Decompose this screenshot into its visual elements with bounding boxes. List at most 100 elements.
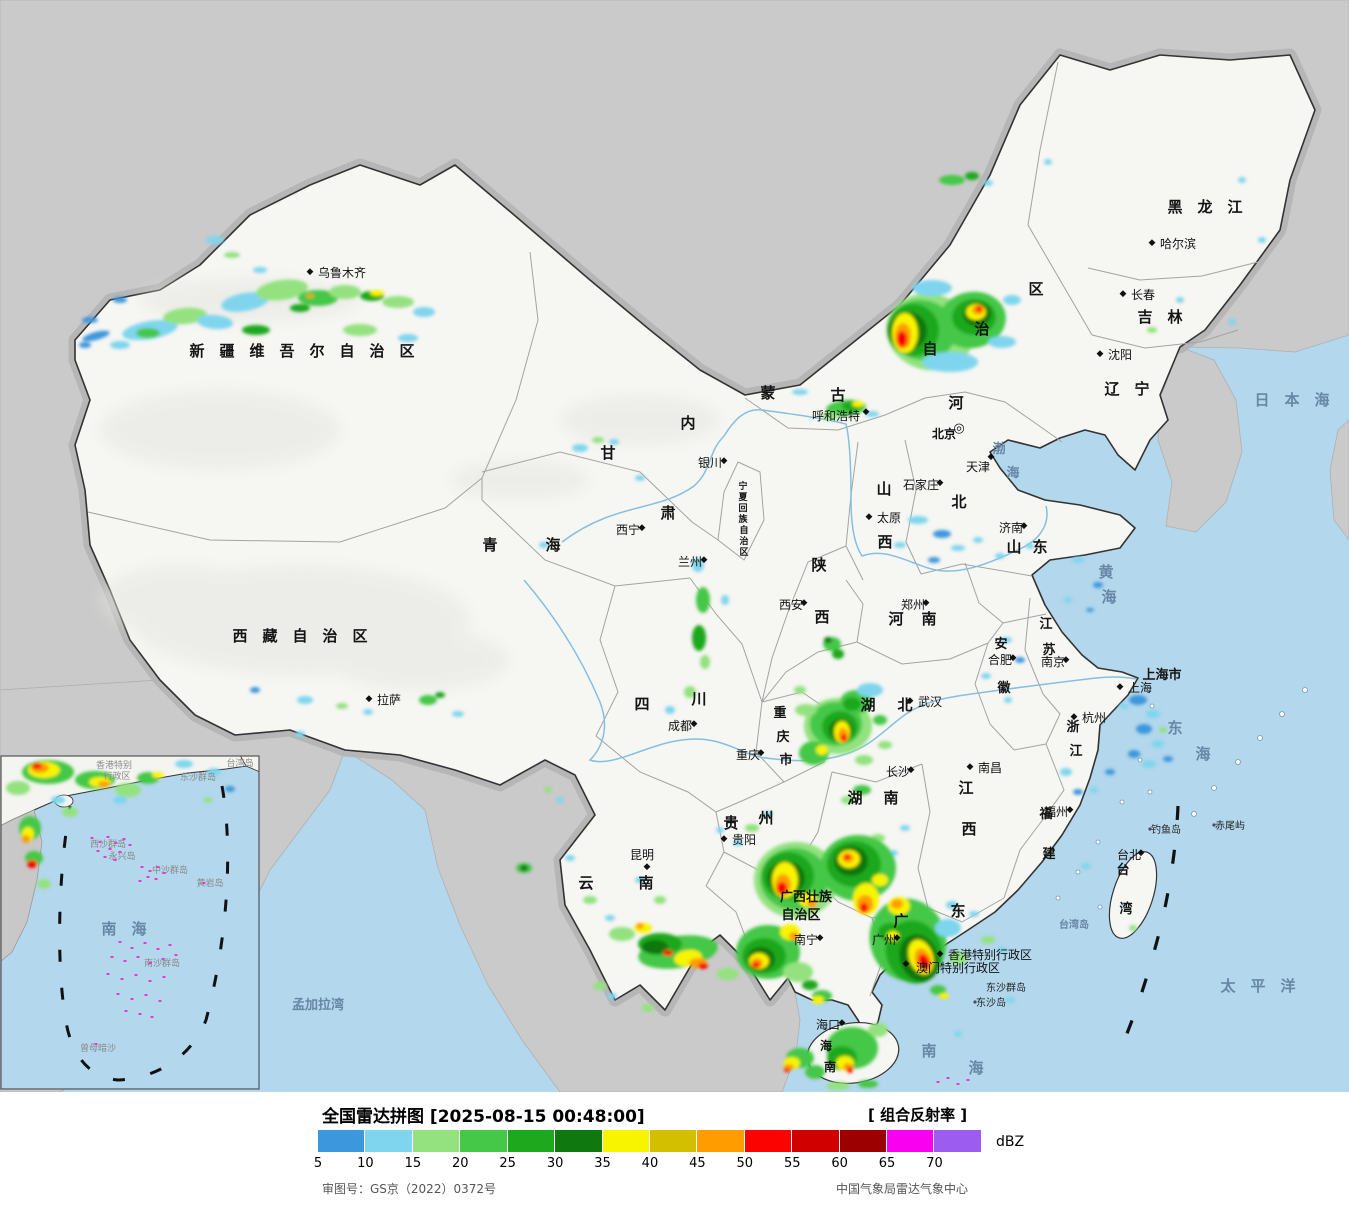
radar-echo — [37, 879, 51, 889]
city-label: 太原 — [877, 510, 901, 525]
radar-echo — [752, 962, 760, 968]
inset-frame — [0, 755, 260, 1090]
island-reef-mark — [148, 980, 152, 982]
legend-dbz-value: 70 — [926, 1156, 943, 1171]
island-reef-mark — [110, 956, 114, 958]
city-label: 上海 — [1128, 680, 1152, 695]
island-reef-mark — [123, 960, 127, 962]
rivers — [523, 409, 1137, 763]
legend-dbz-value: 10 — [357, 1156, 374, 1171]
legend-color-65: 65 — [879, 1130, 934, 1171]
island-reef-mark — [140, 866, 144, 868]
radar-echo — [908, 516, 928, 524]
city-label: 长沙 — [886, 765, 910, 779]
legend-dbz-value: 50 — [736, 1156, 754, 1171]
province-label: 自治区 — [781, 907, 820, 923]
radar-echo — [370, 290, 384, 296]
radar-echo — [946, 901, 958, 909]
radar-echo — [997, 947, 1007, 953]
radar-echo — [98, 781, 110, 787]
radar-echo — [826, 1082, 850, 1090]
island-reef-mark — [156, 948, 160, 950]
radar-echo — [113, 796, 127, 804]
city-label: 西安 — [779, 597, 803, 612]
province-label: 上海市 — [1142, 667, 1181, 683]
province-label: 辽 宁 — [1104, 380, 1149, 398]
radar-echo — [973, 537, 983, 543]
radar-echo — [1000, 637, 1012, 643]
city-marker: ◆ — [701, 555, 708, 565]
radar-echo — [663, 950, 673, 956]
radar-echo — [253, 267, 267, 273]
radar-echo — [794, 686, 806, 694]
city-marker: ◆ — [644, 862, 651, 872]
legend-dbz-value: 45 — [689, 1156, 706, 1171]
diaoyu-island-dots — [973, 823, 1216, 1004]
radar-echo — [965, 172, 979, 180]
radar-echo — [1093, 582, 1103, 588]
legend-dbz-value: 60 — [831, 1156, 848, 1171]
legend-color-30: 30 — [547, 1130, 602, 1171]
sea-label: 台湾岛 — [1059, 918, 1089, 931]
island-reef-mark — [174, 954, 178, 956]
radar-echo — [113, 297, 127, 303]
radar-echo — [1163, 756, 1173, 762]
radar-echo — [1090, 787, 1098, 793]
inset-island-label: 东沙群岛 — [180, 771, 216, 783]
province-label: 陕 — [811, 556, 826, 574]
province-label: 川 — [690, 690, 706, 708]
radar-echo — [887, 931, 899, 941]
island-reef-mark — [162, 872, 166, 874]
radar-echo — [136, 328, 160, 338]
radar-echo — [1238, 177, 1246, 183]
inset-island-label: 中沙群岛 — [152, 864, 188, 876]
radar-echo — [225, 786, 235, 792]
island-reef-mark — [118, 941, 122, 943]
legend-panel: 全国雷达拼图 [2025-08-15 00:48:00] [ 组合反射率 ] 5… — [0, 1092, 1349, 1208]
legend-dbz-value: 15 — [404, 1156, 422, 1171]
inset-sea-label: 南 海 — [101, 920, 146, 938]
radar-echo — [290, 304, 310, 312]
legend-color-5: 5 — [314, 1130, 365, 1171]
province-label: 黑 龙 江 — [1167, 198, 1242, 216]
city-marker: ◆ — [1067, 805, 1074, 815]
radar-echo — [82, 317, 98, 323]
island-reef-mark — [103, 856, 107, 858]
island-reef-mark — [161, 958, 165, 960]
province-label: 河 — [948, 394, 963, 412]
inset-taiwan-corner — [240, 756, 259, 773]
province-label: 苏 — [1042, 642, 1055, 658]
radar-echo — [1026, 543, 1034, 549]
island-reef-mark — [118, 851, 122, 853]
radar-echo — [865, 411, 879, 417]
radar-echo — [841, 796, 855, 804]
city-label: 拉萨 — [377, 692, 401, 707]
coastal-islets — [1055, 687, 1308, 910]
city-label: 海口 — [816, 1017, 840, 1032]
radar-echo — [250, 687, 260, 693]
inset-island-label: 曾母暗沙 — [80, 1042, 116, 1054]
province-label: 建 — [1042, 846, 1055, 862]
island-reef-mark — [162, 976, 166, 978]
nine-dash-line-main — [1114, 805, 1180, 1061]
province-label: 吉 林 — [1137, 308, 1183, 326]
radar-echo — [921, 961, 929, 969]
island-reef-mark — [122, 838, 126, 840]
province-label: 内 — [680, 414, 695, 432]
city-marker: ◆ — [1138, 848, 1145, 858]
radar-echo — [382, 296, 414, 308]
inset-island-label: 南沙群岛 — [144, 957, 180, 969]
island-reef-mark — [168, 944, 172, 946]
sea-label: 日 本 海 — [1254, 391, 1329, 409]
radar-echo — [654, 896, 666, 904]
japan-coast-sliver — [1329, 419, 1349, 541]
radar-echo — [698, 963, 708, 969]
radar-echo — [843, 697, 861, 711]
radar-echo — [298, 290, 338, 306]
city-label: 银川 — [698, 456, 722, 470]
radar-echo — [435, 692, 445, 698]
radar-echo — [816, 745, 828, 755]
radar-echo — [1005, 997, 1015, 1003]
sea-label: 南 — [921, 1042, 936, 1060]
